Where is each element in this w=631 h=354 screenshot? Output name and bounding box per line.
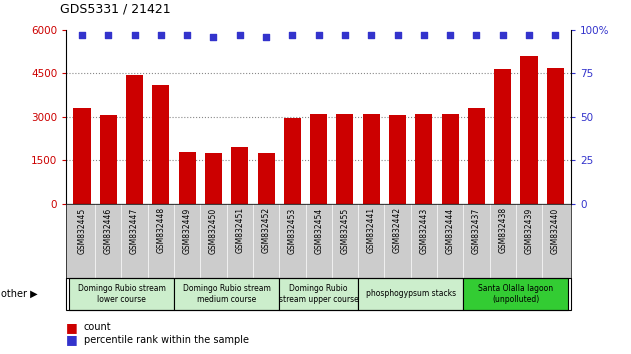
Bar [100, 115, 117, 204]
Text: GSM832446: GSM832446 [104, 207, 113, 253]
Bar [415, 114, 432, 204]
Bar [257, 153, 274, 204]
Point [392, 33, 403, 38]
Text: Domingo Rubio
stream upper course: Domingo Rubio stream upper course [279, 284, 358, 303]
Bar [363, 114, 380, 204]
Bar [69, 278, 174, 310]
Text: Santa Olalla lagoon
(unpolluted): Santa Olalla lagoon (unpolluted) [478, 284, 553, 303]
Point [77, 33, 87, 38]
Text: GSM832445: GSM832445 [78, 207, 86, 253]
Text: count: count [84, 322, 112, 332]
Text: GSM832444: GSM832444 [445, 207, 454, 253]
Text: Domingo Rubio stream
lower course: Domingo Rubio stream lower course [78, 284, 165, 303]
Bar [442, 114, 459, 204]
Text: GSM832454: GSM832454 [314, 207, 323, 253]
Point [156, 33, 166, 38]
Bar [279, 278, 358, 310]
Point [287, 33, 297, 38]
Text: GSM832448: GSM832448 [156, 207, 165, 253]
Bar [389, 115, 406, 204]
Text: percentile rank within the sample: percentile rank within the sample [84, 335, 249, 345]
Text: GSM832449: GSM832449 [183, 207, 192, 253]
Text: GSM832438: GSM832438 [498, 207, 507, 253]
Text: GSM832441: GSM832441 [367, 207, 375, 253]
Text: ■: ■ [66, 321, 78, 334]
Text: phosphogypsum stacks: phosphogypsum stacks [365, 289, 456, 298]
Text: GSM832439: GSM832439 [524, 207, 533, 253]
Bar [284, 118, 301, 204]
Bar [73, 108, 91, 204]
Bar [126, 75, 143, 204]
Point [419, 33, 429, 38]
Bar [179, 152, 196, 204]
Text: GSM832443: GSM832443 [420, 207, 428, 253]
Text: GSM832455: GSM832455 [341, 207, 350, 253]
Text: GSM832447: GSM832447 [130, 207, 139, 253]
Bar [336, 114, 353, 204]
Bar [205, 153, 222, 204]
Point [340, 33, 350, 38]
Text: GDS5331 / 21421: GDS5331 / 21421 [60, 3, 170, 16]
Bar [521, 56, 538, 204]
Bar [231, 147, 249, 204]
Bar [546, 68, 564, 204]
Point [550, 33, 560, 38]
Text: GSM832452: GSM832452 [262, 207, 271, 253]
Text: Domingo Rubio stream
medium course: Domingo Rubio stream medium course [183, 284, 271, 303]
Point [314, 33, 324, 38]
Point [445, 33, 455, 38]
Text: GSM832453: GSM832453 [288, 207, 297, 253]
Point [235, 33, 245, 38]
Text: ■: ■ [66, 333, 78, 346]
Bar [358, 278, 463, 310]
Bar [494, 69, 511, 204]
Text: GSM832450: GSM832450 [209, 207, 218, 253]
Bar [468, 108, 485, 204]
Bar [310, 114, 327, 204]
Point [498, 33, 508, 38]
Text: GSM832440: GSM832440 [551, 207, 560, 253]
Point [524, 33, 534, 38]
Text: other ▶: other ▶ [1, 289, 38, 299]
Bar [174, 278, 280, 310]
Text: GSM832442: GSM832442 [393, 207, 402, 253]
Point [208, 34, 218, 40]
Bar [463, 278, 569, 310]
Point [103, 33, 114, 38]
Point [471, 33, 481, 38]
Bar [152, 85, 170, 204]
Point [129, 33, 139, 38]
Text: GSM832451: GSM832451 [235, 207, 244, 253]
Point [366, 33, 376, 38]
Text: GSM832437: GSM832437 [472, 207, 481, 253]
Point [182, 33, 192, 38]
Point [261, 34, 271, 40]
